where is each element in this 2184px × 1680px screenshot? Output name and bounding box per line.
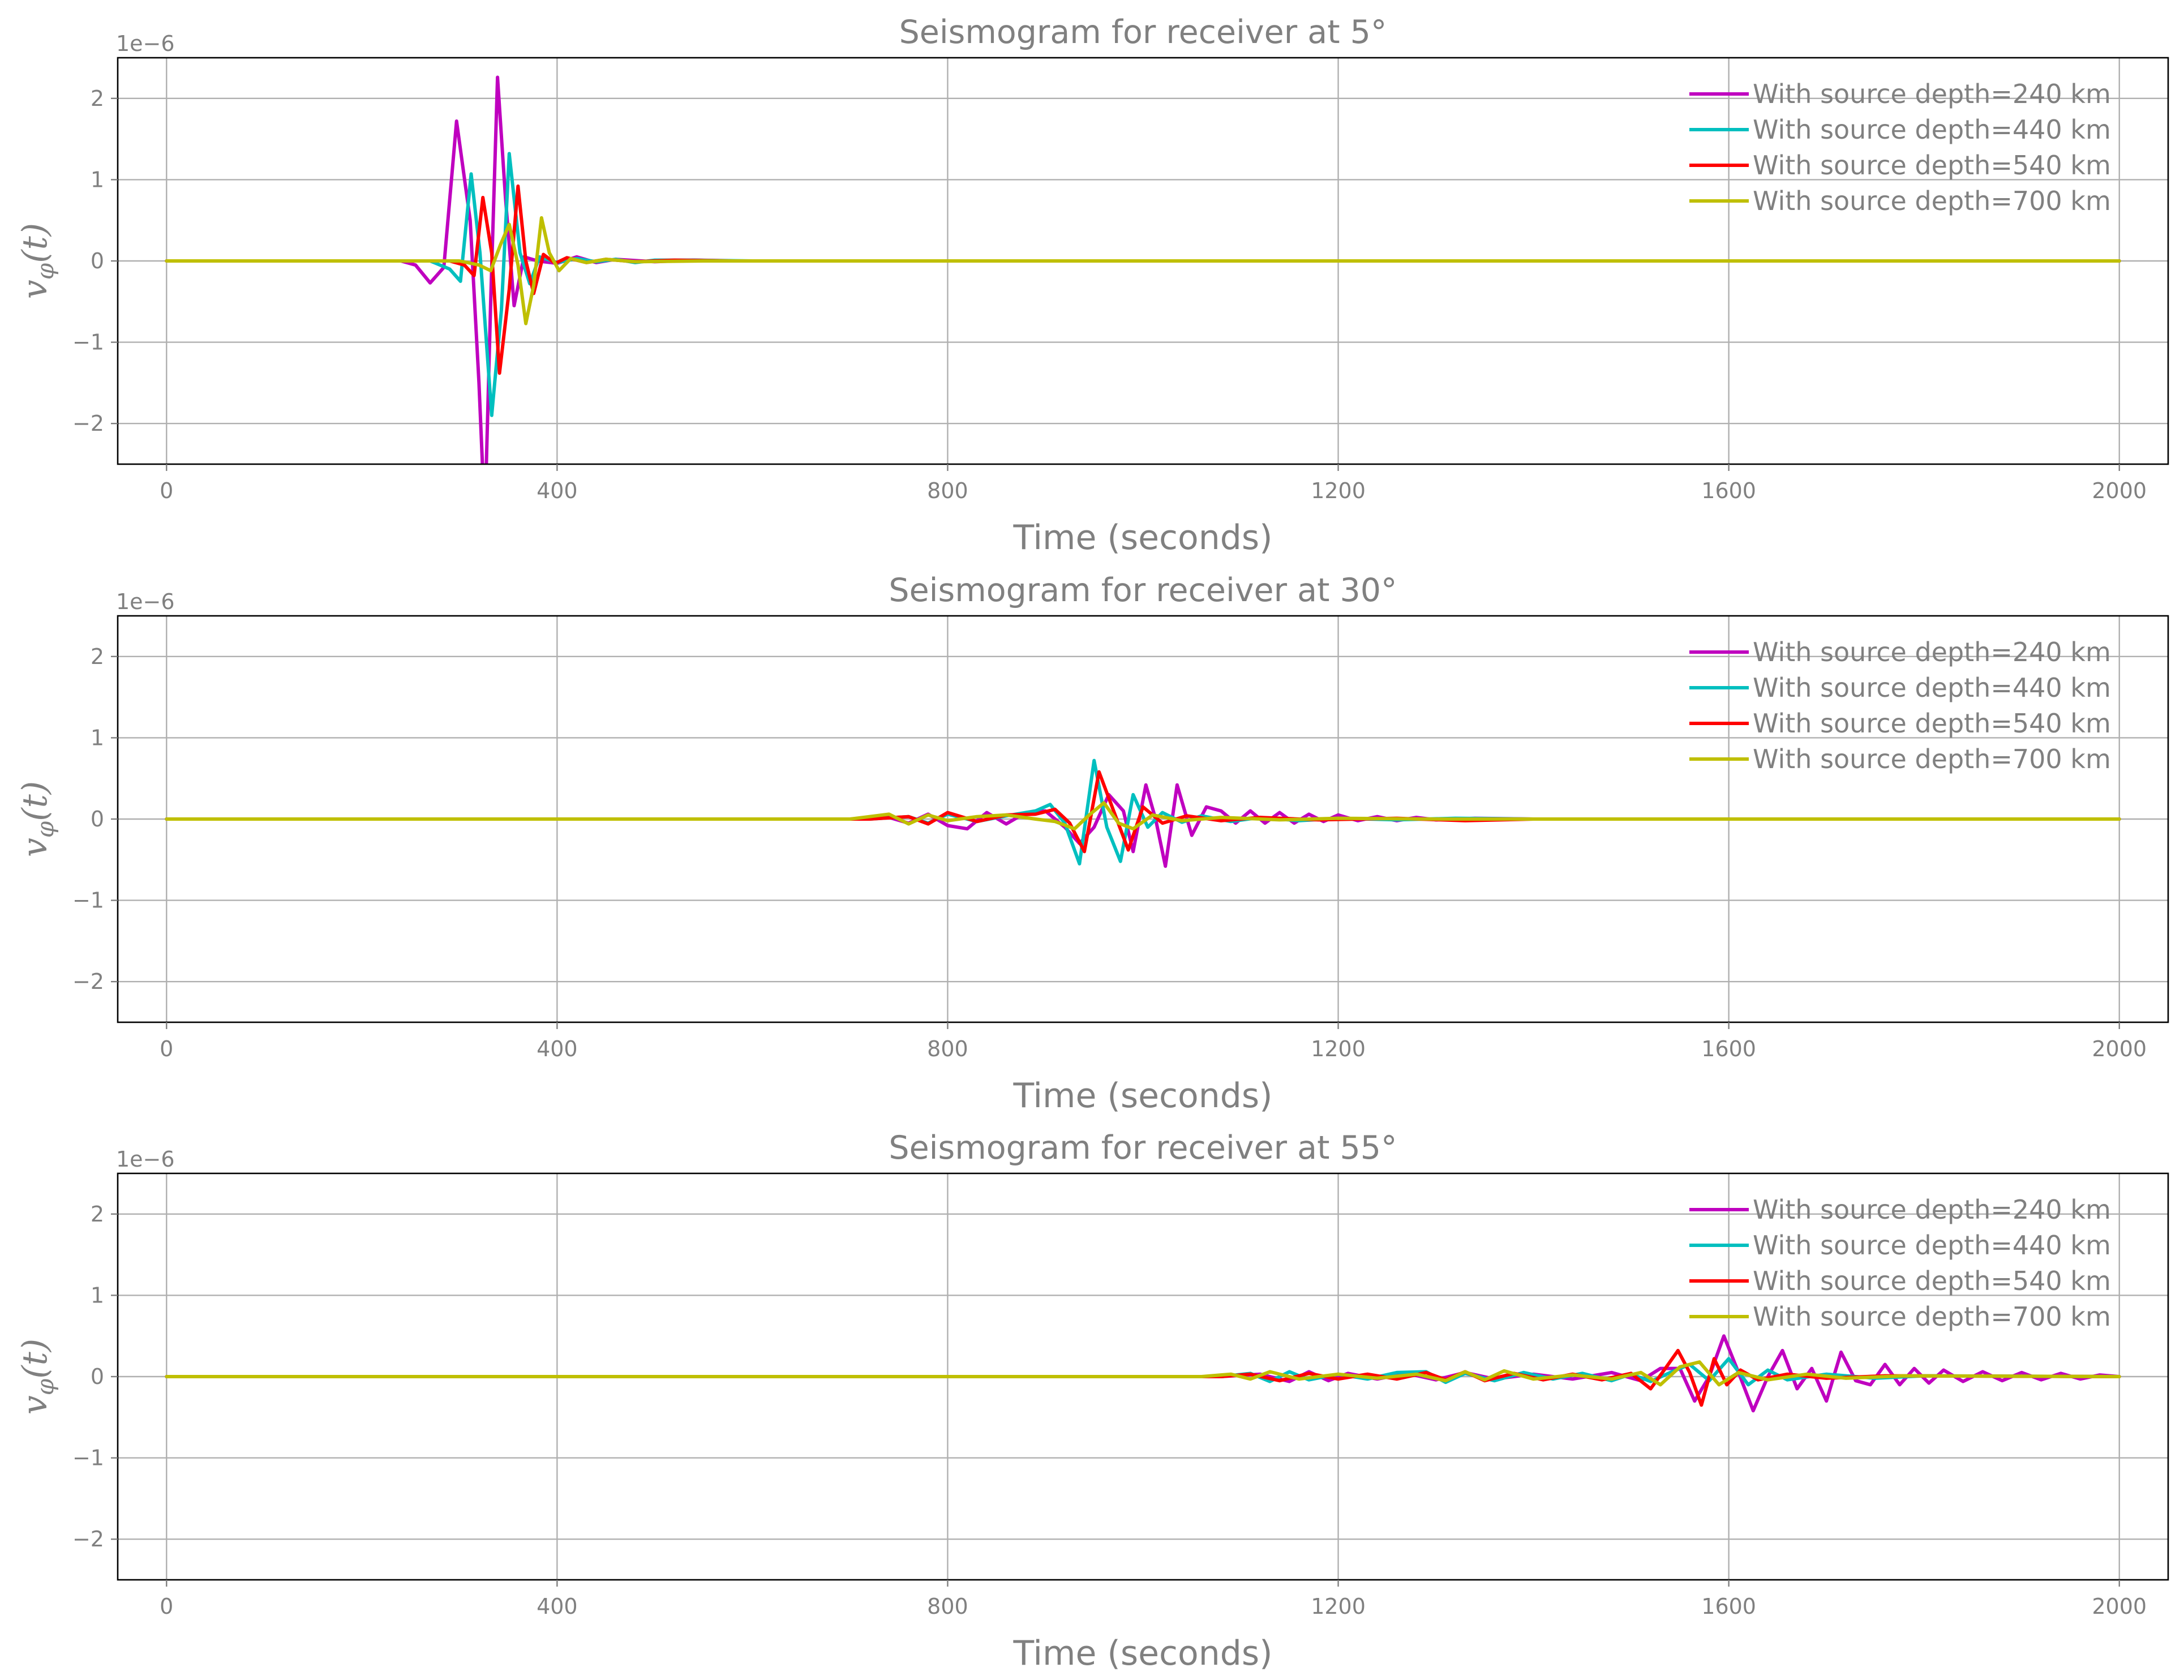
x-tick-label: 0 [160,1036,173,1061]
legend-label: With source depth=440 km [1753,672,2111,703]
y-tick-label: −1 [72,888,104,913]
legend-label: With source depth=700 km [1753,186,2111,216]
chart-title: Seismogram for receiver at 5° [899,14,1387,51]
y-axis-label: vφ(t) [15,1339,59,1415]
series-line-3 [165,770,2121,854]
legend-label: With source depth=700 km [1753,744,2111,774]
x-tick-label: 1600 [1701,478,1756,503]
x-tick-label: 0 [160,478,173,503]
y-axis-label: vφ(t) [15,781,59,857]
x-tick-label: 1200 [1311,1036,1366,1061]
x-tick-label: 2000 [2092,1594,2147,1619]
y-offset-label: 1e−6 [116,31,175,56]
series-line-1 [165,783,2121,868]
chart-title: Seismogram for receiver at 30° [889,572,1397,609]
series-lines [165,75,2121,464]
chart-panel-2: 0 400 800 1200 1600 2000 −2 −1 0 1 2 1e−6 Seismogram… [15,572,2169,1116]
x-tick-label: 400 [537,1036,578,1061]
y-tick-label: 2 [91,644,104,669]
y-tick-label: −1 [72,330,104,355]
legend-label: With source depth=700 km [1753,1301,2111,1332]
y-tick-label: 0 [91,1364,104,1389]
x-tick-label: 800 [927,478,968,503]
series-lines [165,1334,2121,1413]
x-tick-label: 800 [927,1594,968,1619]
legend: With source depth=240 km With source dept… [1689,79,2111,216]
series-line-4 [165,216,2121,325]
y-tick-label: 1 [91,725,104,750]
x-tick-label: 400 [537,478,578,503]
legend-label: With source depth=540 km [1753,150,2111,181]
y-tick-label: 1 [91,1283,104,1308]
x-tick-label: 1600 [1701,1594,1756,1619]
y-tick-label: 1 [91,167,104,192]
series-lines [165,758,2121,868]
y-tick-label: 0 [91,807,104,832]
legend: With source depth=240 km With source dept… [1689,1194,2111,1332]
legend-label: With source depth=240 km [1753,1194,2111,1225]
series-line-4 [165,801,2121,831]
x-tick-label: 800 [927,1036,968,1061]
legend-label: With source depth=540 km [1753,708,2111,739]
x-axis-label: Time (seconds) [1013,1076,1273,1116]
y-tick-label: −2 [72,969,104,994]
x-tick-label: 1600 [1701,1036,1756,1061]
series-line-2 [165,1357,2121,1387]
chart-panel-1: 0 400 800 1200 1600 2000 −2 −1 0 1 2 1e−6 Seismogram… [15,14,2169,558]
y-tick-label: −1 [72,1446,104,1471]
y-tick-label: −2 [72,411,104,436]
chart-panel-3: 0 400 800 1200 1600 2000 −2 −1 0 1 2 1e−6 Seismogram… [15,1129,2169,1673]
y-offset-label: 1e−6 [116,589,175,614]
x-tick-label: 2000 [2092,478,2147,503]
x-axis-label: Time (seconds) [1013,518,1273,558]
x-tick-label: 1200 [1311,478,1366,503]
x-tick-label: 2000 [2092,1036,2147,1061]
legend-label: With source depth=240 km [1753,637,2111,667]
y-axis-label: vφ(t) [15,223,59,299]
legend-label: With source depth=540 km [1753,1266,2111,1296]
chart-title: Seismogram for receiver at 55° [889,1129,1397,1167]
legend: With source depth=240 km With source dept… [1689,637,2111,774]
legend-label: With source depth=440 km [1753,1230,2111,1261]
y-offset-label: 1e−6 [116,1147,175,1172]
series-line-4 [165,1360,2121,1387]
y-tick-label: 2 [91,1202,104,1227]
x-axis-label: Time (seconds) [1013,1634,1273,1673]
x-tick-label: 400 [537,1594,578,1619]
legend-label: With source depth=440 km [1753,114,2111,145]
y-tick-label: 0 [91,248,104,273]
y-tick-label: −2 [72,1527,104,1552]
y-tick-label: 2 [91,86,104,111]
legend-label: With source depth=240 km [1753,79,2111,109]
x-tick-label: 1200 [1311,1594,1366,1619]
x-tick-label: 0 [160,1594,173,1619]
